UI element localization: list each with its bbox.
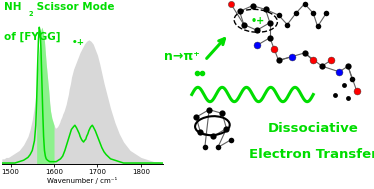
Text: of [FYGG]: of [FYGG] [4, 32, 61, 42]
Text: Electron Transfer: Electron Transfer [249, 149, 374, 161]
Text: 2: 2 [28, 11, 33, 17]
Text: NH: NH [4, 2, 22, 12]
Text: •+: •+ [251, 16, 265, 26]
Text: Scissor Mode: Scissor Mode [33, 2, 114, 12]
Text: Dissociative: Dissociative [268, 122, 359, 135]
X-axis label: Wavenumber / cm⁻¹: Wavenumber / cm⁻¹ [47, 177, 117, 184]
Text: •+: •+ [72, 38, 85, 47]
Text: n→π⁺: n→π⁺ [163, 50, 199, 63]
